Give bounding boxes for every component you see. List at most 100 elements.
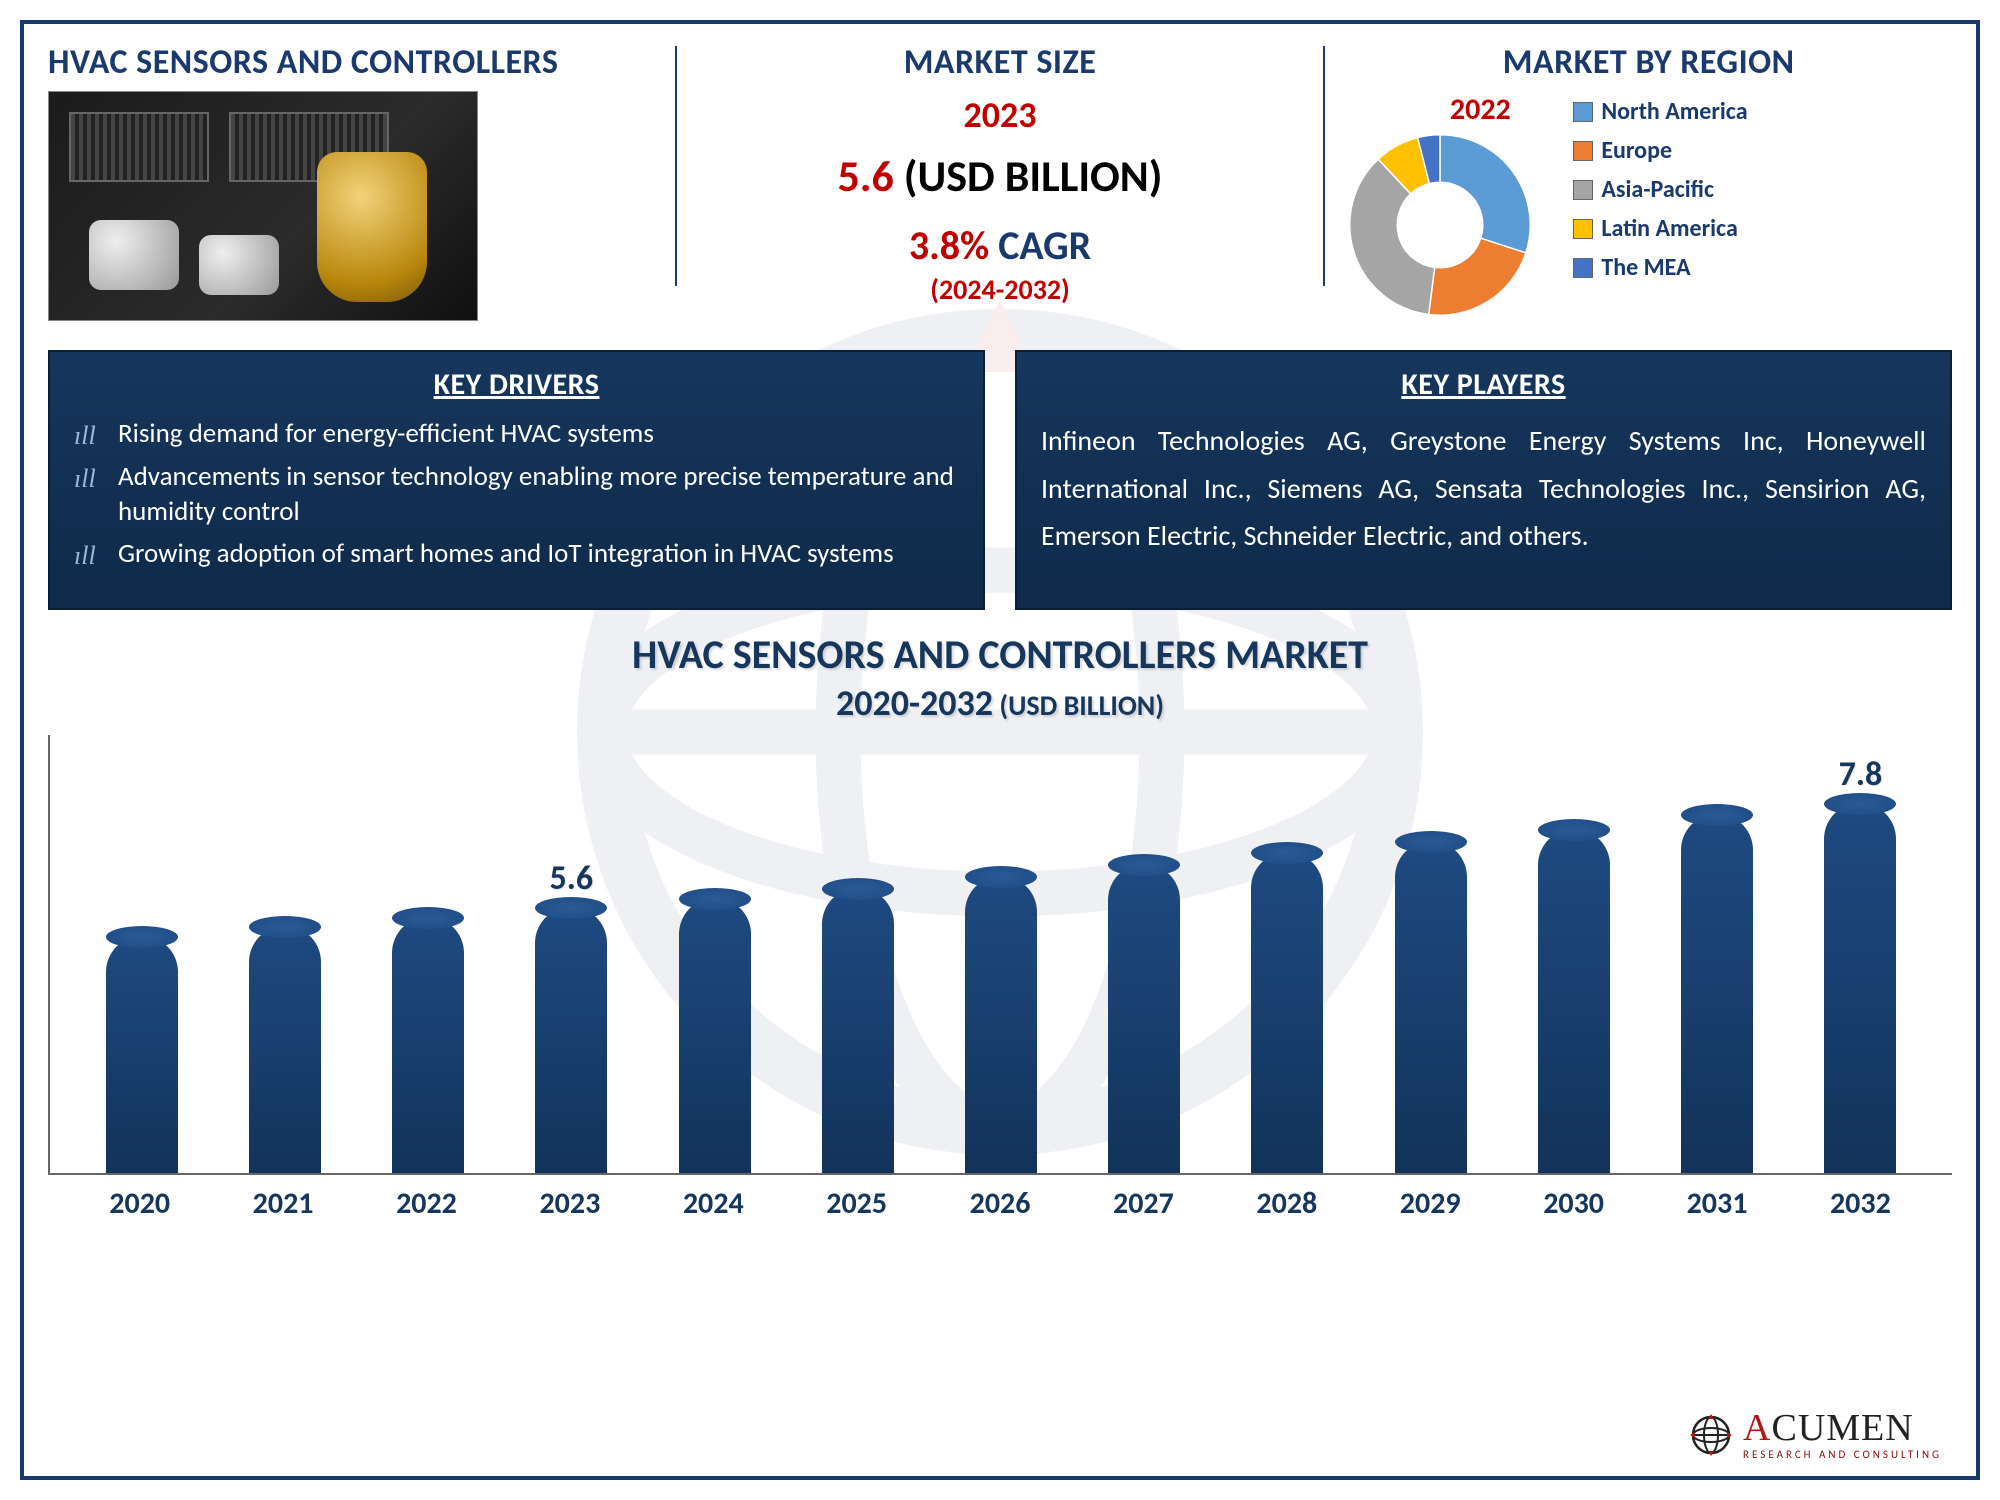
cagr-label: CAGR: [989, 221, 1091, 270]
bullet-icon: ıll: [74, 419, 104, 452]
logo-text: ACUMEN RESEARCH AND CONSULTING: [1743, 1409, 1942, 1460]
legend-swatch: [1573, 258, 1593, 278]
legend-item: North America: [1573, 97, 1747, 126]
market-size-cagr: 3.8% CAGR: [697, 221, 1304, 270]
bar-value-label: 7.8: [1839, 754, 1883, 795]
bar: [1681, 814, 1753, 1173]
xaxis-label: 2023: [498, 1185, 641, 1222]
bar-chart-xaxis: 2020202120222023202420252026202720282029…: [48, 1175, 1952, 1222]
bar-chart: 5.6 7.8: [48, 735, 1952, 1175]
product-title: HVAC SENSORS AND CONTROLLERS: [48, 42, 655, 83]
brand-logo: ACUMEN RESEARCH AND CONSULTING: [1689, 1409, 1942, 1460]
bar-chart-title: HVAC SENSORS AND CONTROLLERS MARKET: [48, 630, 1952, 679]
bar-slot: [786, 735, 929, 1173]
donut-chart: [1345, 130, 1535, 320]
bar-chart-unit: (USD BILLION): [993, 688, 1164, 723]
bar-chart-subtitle: 2020-2032 (USD BILLION): [48, 681, 1952, 725]
bar-slot: [356, 735, 499, 1173]
key-players-title: KEY PLAYERS: [1041, 366, 1926, 403]
bar-chart-year-range: 2020-2032: [836, 681, 993, 725]
xaxis-label: 2029: [1359, 1185, 1502, 1222]
market-size-value-number: 5.6: [838, 149, 894, 203]
driver-text: Growing adoption of smart homes and IoT …: [118, 537, 894, 572]
product-image: [48, 91, 478, 321]
bar-value-label: 5.6: [550, 858, 594, 899]
bar: [106, 936, 178, 1174]
bar-slot: [70, 735, 213, 1173]
bar: [1251, 852, 1323, 1173]
xaxis-label: 2025: [785, 1185, 928, 1222]
region-content: 2022 North America Europe Asia-Pacific Lati…: [1345, 91, 1952, 325]
legend-label: Europe: [1601, 136, 1672, 165]
legend-swatch: [1573, 219, 1593, 239]
bullet-icon: ıll: [74, 539, 104, 572]
donut-slice: [1429, 238, 1526, 315]
driver-item: ıll Growing adoption of smart homes and I…: [74, 537, 959, 572]
donut-slice: [1440, 135, 1530, 253]
legend-item: Asia-Pacific: [1573, 175, 1747, 204]
bar-slot: [643, 735, 786, 1173]
key-drivers-box: KEY DRIVERS ıll Rising demand for energy-…: [48, 350, 985, 610]
bar-slot: [1646, 735, 1789, 1173]
bar-slot: [1073, 735, 1216, 1173]
bar-chart-section: HVAC SENSORS AND CONTROLLERS MARKET 2020…: [48, 630, 1952, 1222]
donut-year: 2022: [1405, 91, 1555, 128]
bar: [1395, 841, 1467, 1174]
legend-swatch: [1573, 180, 1593, 200]
legend-item: The MEA: [1573, 253, 1747, 282]
cagr-number: 3.8%: [909, 221, 989, 270]
infographic-frame: HVAC SENSORS AND CONTROLLERS MARKET SIZE…: [20, 20, 1980, 1480]
market-size-value: 5.6 (USD BILLION): [697, 149, 1304, 203]
donut-chart-container: 2022: [1345, 91, 1555, 325]
bar: [1824, 803, 1896, 1174]
market-size-year: 2023: [697, 93, 1304, 137]
logo-name: ACUMEN: [1743, 1409, 1942, 1447]
divider-2: [1323, 46, 1325, 286]
bar: [535, 907, 607, 1173]
market-region-label: MARKET BY REGION: [1345, 42, 1952, 83]
legend-item: Europe: [1573, 136, 1747, 165]
top-row: HVAC SENSORS AND CONTROLLERS MARKET SIZE…: [48, 42, 1952, 332]
bar-slot: [1502, 735, 1645, 1173]
xaxis-label: 2026: [928, 1185, 1071, 1222]
legend-label: Latin America: [1601, 214, 1737, 243]
legend-label: North America: [1601, 97, 1747, 126]
market-size-column: MARKET SIZE 2023 5.6 (USD BILLION) 3.8% …: [697, 42, 1304, 332]
bar: [679, 898, 751, 1174]
market-size-value-unit: (USD BILLION): [894, 149, 1163, 203]
driver-text: Rising demand for energy-efficient HVAC …: [118, 417, 654, 452]
info-row: KEY DRIVERS ıll Rising demand for energy-…: [48, 350, 1952, 610]
xaxis-label: 2032: [1789, 1185, 1932, 1222]
bar-slot: 7.8: [1789, 735, 1932, 1173]
xaxis-label: 2024: [642, 1185, 785, 1222]
legend-swatch: [1573, 102, 1593, 122]
bar-slot: [929, 735, 1072, 1173]
xaxis-label: 2021: [211, 1185, 354, 1222]
xaxis-label: 2020: [68, 1185, 211, 1222]
bar: [822, 888, 894, 1173]
bar: [1538, 829, 1610, 1173]
driver-item: ıll Rising demand for energy-efficient HV…: [74, 417, 959, 452]
bar: [965, 876, 1037, 1173]
legend-item: Latin America: [1573, 214, 1747, 243]
divider-1: [675, 46, 677, 286]
product-column: HVAC SENSORS AND CONTROLLERS: [48, 42, 655, 332]
logo-first-letter: A: [1743, 1407, 1771, 1449]
driver-item: ıll Advancements in sensor technology ena…: [74, 460, 959, 529]
key-drivers-list: ıll Rising demand for energy-efficient HV…: [74, 417, 959, 573]
xaxis-label: 2028: [1215, 1185, 1358, 1222]
logo-tagline: RESEARCH AND CONSULTING: [1743, 1449, 1942, 1460]
bar-slot: [1359, 735, 1502, 1173]
bar: [392, 917, 464, 1174]
legend-label: Asia-Pacific: [1601, 175, 1714, 204]
xaxis-label: 2022: [355, 1185, 498, 1222]
bar-slot: 5.6: [500, 735, 643, 1173]
xaxis-label: 2031: [1645, 1185, 1788, 1222]
bar: [249, 926, 321, 1173]
key-drivers-title: KEY DRIVERS: [74, 366, 959, 403]
driver-text: Advancements in sensor technology enabli…: [118, 460, 959, 529]
bar-slot: [213, 735, 356, 1173]
bullet-icon: ıll: [74, 462, 104, 529]
key-players-text: Infineon Technologies AG, Greystone Ener…: [1041, 417, 1926, 560]
bar-slot: [1216, 735, 1359, 1173]
